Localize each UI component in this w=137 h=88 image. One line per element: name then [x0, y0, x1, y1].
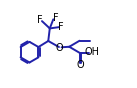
Text: O: O [76, 60, 84, 70]
Text: F: F [53, 13, 58, 23]
Text: OH: OH [84, 47, 99, 57]
Text: F: F [37, 15, 43, 25]
Text: O: O [55, 43, 63, 53]
Text: F: F [58, 22, 64, 32]
